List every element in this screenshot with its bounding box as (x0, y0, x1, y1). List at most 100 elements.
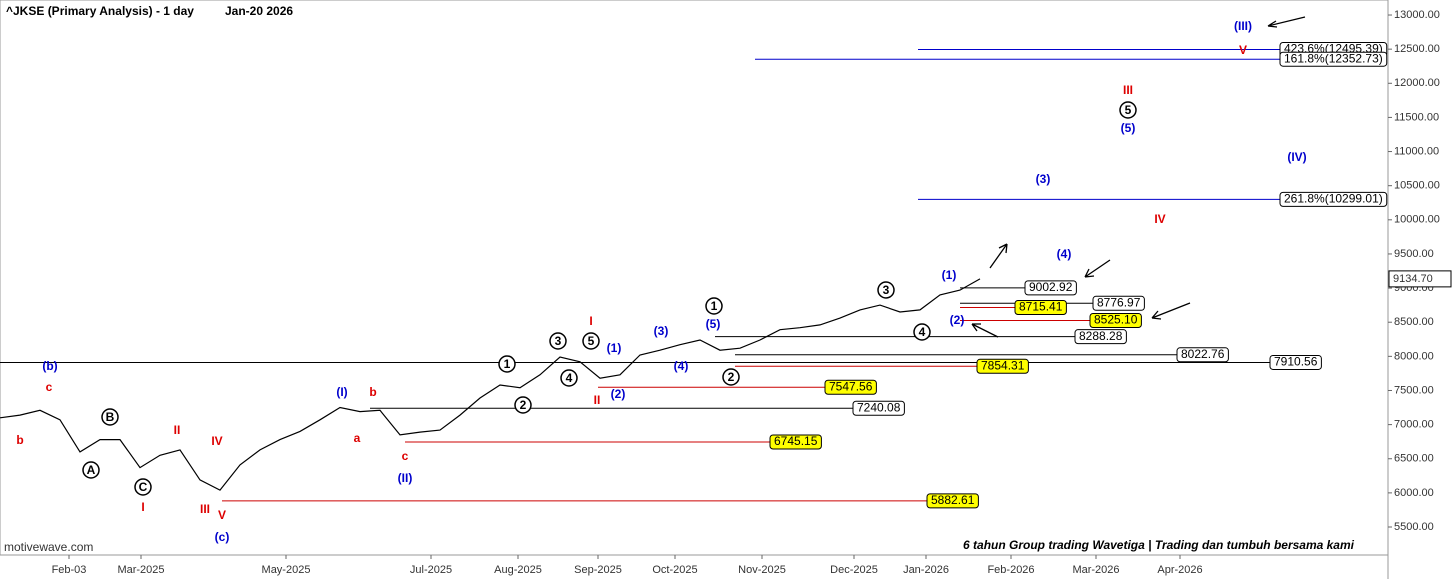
wave-label: I (589, 314, 592, 328)
y-tick-label: 8000.00 (1394, 350, 1434, 362)
wave-label: (1) (942, 268, 957, 282)
wave-label: (5) (706, 317, 721, 331)
x-tick-label: Jan-2026 (903, 564, 949, 576)
level-label: 5882.61 (931, 493, 975, 507)
level-box (1279, 191, 1388, 207)
wave-label: 1 (504, 357, 511, 371)
wave-circle (722, 368, 740, 386)
y-tick-label: 6000.00 (1394, 487, 1434, 499)
y-tick-label: 10000.00 (1394, 214, 1440, 226)
wave-label: b (369, 385, 376, 399)
x-tick-label: Mar-2026 (1072, 564, 1119, 576)
level-box (1269, 354, 1322, 370)
watermark: motivewave.com (4, 540, 93, 554)
wave-label: (5) (1121, 121, 1136, 135)
level-box (824, 379, 877, 395)
wave-label: III (1123, 83, 1133, 97)
level-label: 7910.56 (1274, 355, 1318, 369)
x-tick-label: Feb-03 (52, 564, 87, 576)
last-price-box (1388, 270, 1452, 288)
level-box (1089, 313, 1142, 329)
arrow (971, 323, 999, 338)
level-box (976, 358, 1029, 374)
wave-label: A (87, 463, 96, 477)
wave-circle (101, 408, 119, 426)
wave-circle (582, 332, 600, 350)
arrow (989, 243, 1008, 269)
wave-label: C (139, 480, 148, 494)
wave-label: (III) (1234, 19, 1252, 33)
wave-label: (4) (1057, 247, 1072, 261)
wave-label: (3) (1036, 172, 1051, 186)
y-tick-label: 13000.00 (1394, 9, 1440, 21)
wave-label: (2) (950, 313, 965, 327)
wave-circle (560, 369, 578, 387)
level-box (1024, 280, 1077, 296)
wave-circle (1119, 101, 1137, 119)
wave-label: (c) (215, 530, 230, 544)
level-box (769, 434, 822, 450)
wave-label: (4) (674, 359, 689, 373)
level-label: 6745.15 (774, 434, 818, 448)
wave-label: (3) (654, 324, 669, 338)
x-tick-label: Jul-2025 (410, 564, 452, 576)
level-label: 261.8%(10299.01) (1284, 192, 1383, 206)
level-box (852, 400, 905, 416)
y-tick-label: 9500.00 (1394, 248, 1434, 260)
x-tick-label: Sep-2025 (574, 564, 622, 576)
wave-label: III (200, 502, 210, 516)
y-tick-label: 11500.00 (1394, 111, 1439, 123)
level-label: 8288.28 (1079, 329, 1123, 343)
wave-circle (913, 323, 931, 341)
level-label: 8715.41 (1019, 300, 1063, 314)
wave-label: II (594, 393, 601, 407)
wave-circle (498, 355, 516, 373)
plot-area (0, 0, 1389, 556)
wave-label: 3 (555, 334, 562, 348)
last-price-label: 9134.70 (1393, 273, 1433, 285)
wave-label: (2) (611, 387, 626, 401)
y-tick-label: 12000.00 (1394, 77, 1440, 89)
level-label: 7547.56 (829, 379, 873, 393)
wave-label: I (141, 500, 144, 514)
wave-label: (IV) (1287, 150, 1306, 164)
level-label: 8022.76 (1181, 347, 1225, 361)
wave-label: (1) (607, 341, 622, 355)
price-line (0, 278, 981, 491)
level-box (1279, 51, 1388, 67)
wave-circle (549, 332, 567, 350)
level-label: 8776.97 (1097, 295, 1141, 309)
wave-label: 1 (711, 299, 718, 313)
wave-label: 2 (728, 370, 735, 384)
level-label: 8525.10 (1094, 313, 1138, 327)
y-tick-label: 11000.00 (1394, 145, 1439, 157)
wave-label: IV (211, 434, 222, 448)
y-tick-label: 10500.00 (1394, 180, 1440, 192)
wave-label: a (354, 431, 361, 445)
level-box (926, 493, 979, 509)
wave-label: c (46, 380, 53, 394)
wave-label: 4 (919, 325, 926, 339)
level-label: 9002.92 (1029, 280, 1073, 294)
y-tick-label: 7500.00 (1394, 384, 1434, 396)
wave-label: (b) (42, 359, 57, 373)
wave-label: IV (1154, 212, 1165, 226)
wave-label: 5 (588, 334, 595, 348)
wave-label: 3 (883, 283, 890, 297)
x-tick-label: Feb-2026 (987, 564, 1034, 576)
y-tick-label: 8500.00 (1394, 316, 1434, 328)
level-box (1074, 329, 1127, 345)
level-label: 161.8%(12352.73) (1284, 51, 1383, 65)
wave-label: (I) (336, 385, 347, 399)
y-tick-label: 6500.00 (1394, 453, 1434, 465)
arrow (1151, 302, 1191, 320)
wave-label: c (402, 449, 409, 463)
level-label: 7854.31 (981, 358, 1025, 372)
wave-label: 2 (520, 398, 527, 412)
wave-circle (514, 396, 532, 414)
x-tick-label: Mar-2025 (117, 564, 164, 576)
wave-label: 5 (1125, 103, 1132, 117)
x-tick-label: Aug-2025 (494, 564, 542, 576)
caption: 6 tahun Group trading Wavetiga | Trading… (963, 538, 1355, 552)
